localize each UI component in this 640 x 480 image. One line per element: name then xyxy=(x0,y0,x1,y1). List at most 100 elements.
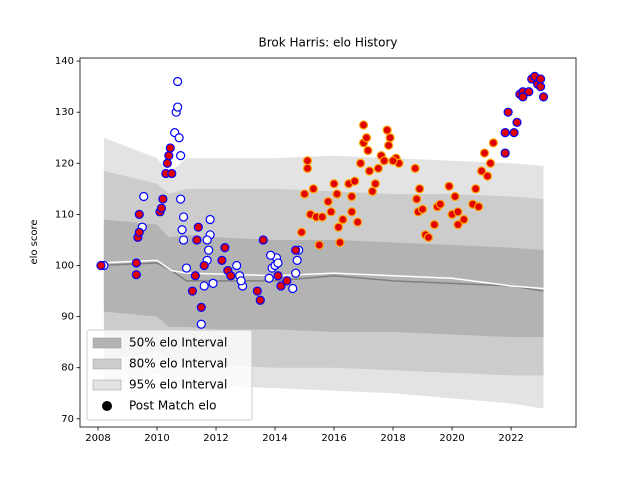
point xyxy=(226,271,236,281)
point xyxy=(364,166,375,176)
point xyxy=(193,222,203,232)
legend-marker xyxy=(102,401,112,411)
point xyxy=(255,295,265,305)
point xyxy=(459,214,469,225)
point xyxy=(273,258,283,268)
point xyxy=(373,163,383,173)
point xyxy=(158,194,168,204)
y-axis-label: elo score xyxy=(29,219,40,264)
x-tick-label: 2016 xyxy=(321,433,346,444)
point xyxy=(488,138,498,148)
point xyxy=(167,168,177,179)
point xyxy=(332,189,342,199)
point xyxy=(415,184,425,194)
point xyxy=(299,189,310,199)
legend-label: Post Match elo xyxy=(129,399,216,413)
point xyxy=(258,235,268,245)
legend-label: 80% elo Interval xyxy=(129,357,227,371)
point xyxy=(236,276,246,286)
point xyxy=(190,271,200,281)
legend-box xyxy=(86,329,253,421)
point xyxy=(273,271,283,281)
point xyxy=(208,278,218,288)
point xyxy=(361,133,372,143)
point xyxy=(165,143,175,153)
point xyxy=(232,260,242,271)
point xyxy=(412,194,422,204)
point xyxy=(220,243,230,253)
interval-band xyxy=(103,219,544,338)
point xyxy=(181,263,192,273)
y-tick-label: 70 xyxy=(61,414,74,425)
point xyxy=(164,151,174,161)
point xyxy=(199,281,209,291)
point xyxy=(410,163,420,173)
point xyxy=(177,225,187,235)
point xyxy=(423,232,434,242)
y-tick-label: 130 xyxy=(55,107,74,118)
point xyxy=(192,235,202,245)
y-tick-label: 140 xyxy=(55,56,74,67)
point xyxy=(333,222,344,232)
point xyxy=(347,207,357,217)
point xyxy=(302,163,313,173)
point xyxy=(350,176,360,186)
point xyxy=(347,191,357,202)
point xyxy=(535,82,546,92)
median-line xyxy=(97,262,544,292)
point xyxy=(199,260,209,271)
point xyxy=(291,268,301,278)
y-tick-label: 110 xyxy=(55,209,74,220)
point xyxy=(535,74,546,84)
point xyxy=(217,255,227,265)
point xyxy=(134,227,144,237)
point xyxy=(388,156,398,166)
point xyxy=(292,255,302,265)
point xyxy=(204,245,214,255)
median-line xyxy=(97,259,544,290)
point xyxy=(476,166,487,176)
point xyxy=(196,302,206,313)
point xyxy=(202,235,212,245)
point xyxy=(314,240,324,250)
point xyxy=(296,227,307,237)
point xyxy=(382,125,392,135)
point xyxy=(485,158,496,168)
point xyxy=(417,204,428,214)
point xyxy=(453,207,463,217)
point xyxy=(187,286,198,296)
point xyxy=(379,156,389,166)
point xyxy=(329,179,339,189)
point xyxy=(288,283,298,294)
point xyxy=(178,235,189,245)
x-tick-label: 2012 xyxy=(203,433,228,444)
point xyxy=(302,156,313,166)
chart-title: Brok Harris: elo History xyxy=(258,36,397,50)
point xyxy=(479,148,490,158)
point xyxy=(326,207,336,217)
point xyxy=(385,133,395,143)
point xyxy=(358,120,369,130)
point xyxy=(139,191,149,202)
legend-swatch xyxy=(92,337,122,349)
x-tick-label: 2020 xyxy=(439,433,464,444)
legend-label: 50% elo Interval xyxy=(129,336,227,350)
point xyxy=(356,158,366,168)
point xyxy=(156,203,167,213)
legend-swatch xyxy=(92,379,122,391)
point xyxy=(176,151,186,161)
point xyxy=(131,258,141,268)
point xyxy=(317,212,327,222)
point xyxy=(266,250,276,260)
point xyxy=(291,245,301,255)
point xyxy=(162,158,172,168)
point xyxy=(174,133,184,143)
point xyxy=(353,217,363,227)
y-tick-label: 120 xyxy=(55,158,74,169)
point xyxy=(518,92,528,102)
point xyxy=(252,286,262,296)
point xyxy=(176,194,186,204)
x-tick-label: 2008 xyxy=(85,433,110,444)
point xyxy=(276,281,286,291)
point xyxy=(384,140,394,150)
